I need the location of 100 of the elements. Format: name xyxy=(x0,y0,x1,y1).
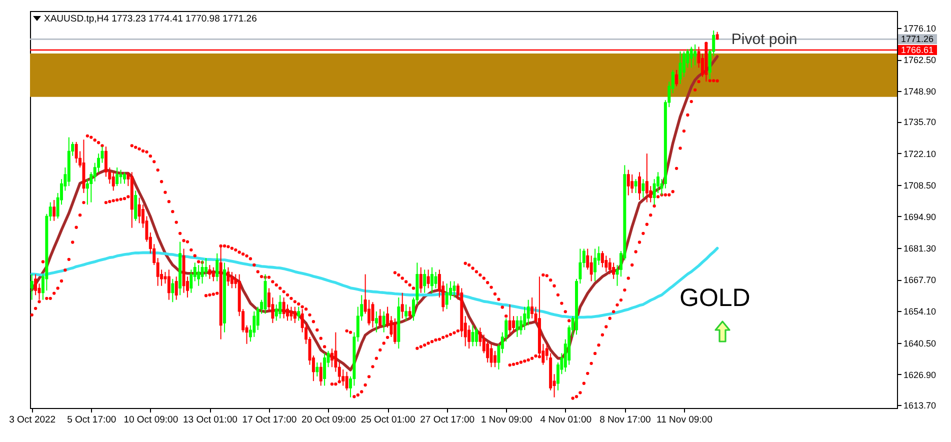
candlestick xyxy=(430,266,434,294)
candlestick xyxy=(116,166,119,187)
candlestick xyxy=(319,362,322,386)
candlestick xyxy=(434,271,438,289)
x-tick-label: 11 Nov 09:00 xyxy=(656,414,712,426)
y-tick-label: 1640.50 xyxy=(904,338,936,348)
candlestick xyxy=(675,69,678,87)
candlestick xyxy=(471,324,474,347)
candlestick xyxy=(474,327,478,347)
candlestick xyxy=(216,252,219,282)
candlestick xyxy=(293,306,296,324)
candlestick xyxy=(490,343,493,368)
candlestick xyxy=(590,255,593,282)
candlestick xyxy=(393,318,396,344)
candlestick xyxy=(604,255,608,272)
candlestick xyxy=(278,294,282,319)
candlestick xyxy=(445,283,448,310)
candlestick xyxy=(290,306,293,322)
candlestick xyxy=(508,304,512,336)
candlestick xyxy=(119,169,122,184)
y-tick-label: 1735.70 xyxy=(904,117,936,128)
candlestick xyxy=(452,280,456,298)
candlestick xyxy=(494,350,496,368)
y-tick-label: 1708.50 xyxy=(904,180,936,190)
candlestick xyxy=(423,269,426,294)
candlestick xyxy=(426,269,430,289)
x-tick-label: 27 Oct 17:00 xyxy=(420,414,475,426)
y-tick-label: 1694.90 xyxy=(904,212,936,222)
candlestick xyxy=(408,306,412,319)
candlestick xyxy=(112,172,115,192)
y-tick-label: 1681.30 xyxy=(904,244,936,254)
candlestick xyxy=(171,278,174,303)
candlestick xyxy=(30,274,34,300)
candlestick xyxy=(197,264,200,286)
chart-title: XAUUSD.tp,H4 1773.23 1774.41 1770.98 1771.26 xyxy=(44,14,257,24)
candlestick xyxy=(678,50,682,84)
x-tick-label: 8 Nov 17:00 xyxy=(600,414,651,426)
candlestick xyxy=(400,292,404,319)
candlestick xyxy=(74,141,78,164)
candlestick xyxy=(345,371,348,391)
candlestick xyxy=(382,310,386,333)
candlestick xyxy=(523,306,526,330)
x-tick-label: 1 Nov 09:00 xyxy=(480,414,532,426)
candlestick xyxy=(512,316,516,333)
x-tick-label: 25 Oct 01:00 xyxy=(360,414,416,426)
candlestick xyxy=(323,352,326,386)
candlestick xyxy=(204,258,208,278)
candlestick xyxy=(167,269,170,300)
ref-line-label: 1766.61 xyxy=(901,44,934,55)
candlestick xyxy=(600,250,604,268)
x-tick-label: 17 Oct 17:00 xyxy=(242,414,297,426)
candlestick xyxy=(230,271,234,289)
candlestick xyxy=(297,306,300,322)
candlestick xyxy=(378,308,382,328)
y-tick-label: 1776.10 xyxy=(904,23,936,34)
candlestick xyxy=(138,197,141,224)
candlestick xyxy=(404,304,408,322)
candlestick xyxy=(630,174,634,194)
candlestick xyxy=(252,310,256,338)
candlestick xyxy=(516,316,519,338)
candlestick xyxy=(645,153,648,203)
x-tick-label: 5 Oct 17:00 xyxy=(67,414,116,426)
candlestick xyxy=(174,276,178,300)
y-tick-label: 1667.70 xyxy=(904,275,936,286)
candlestick xyxy=(330,348,334,368)
candlestick xyxy=(690,46,693,68)
candlestick xyxy=(386,306,390,328)
x-tick-label: 13 Oct 01:00 xyxy=(182,414,238,426)
candlestick xyxy=(612,262,616,280)
y-tick-label: 1626.90 xyxy=(904,370,936,380)
candlestick xyxy=(608,258,612,275)
x-tick-label: 20 Oct 09:00 xyxy=(302,414,356,426)
x-tick-label: 10 Oct 09:00 xyxy=(124,414,178,426)
candlestick xyxy=(226,266,230,286)
candlestick xyxy=(374,310,378,333)
y-tick-label: 1762.50 xyxy=(904,55,936,66)
candlestick xyxy=(134,190,138,222)
candlestick xyxy=(530,296,534,319)
candlestick xyxy=(638,172,641,200)
candlestick xyxy=(594,248,597,282)
candlestick xyxy=(316,362,319,377)
candlestick xyxy=(34,274,38,296)
candlestick xyxy=(626,169,630,196)
candlestick xyxy=(694,44,697,66)
candlestick xyxy=(642,178,645,198)
candlestick xyxy=(208,264,212,280)
candlestick xyxy=(526,299,530,326)
y-tick-label: 1748.90 xyxy=(904,86,936,97)
y-tick-label: 1722.10 xyxy=(904,148,936,159)
candlestick xyxy=(190,269,193,294)
y-tick-label: 1613.70 xyxy=(904,400,936,410)
candlestick xyxy=(586,248,590,270)
candlestick xyxy=(282,296,286,319)
x-tick-label: 4 Nov 01:00 xyxy=(540,414,592,426)
candlestick xyxy=(419,266,422,294)
annotation: GOLD xyxy=(680,284,750,312)
candlestick xyxy=(52,199,56,222)
candlestick xyxy=(212,266,215,282)
x-tick-label: 3 Oct 2022 xyxy=(9,414,56,426)
ref-line-label: 1771.26 xyxy=(901,34,934,44)
